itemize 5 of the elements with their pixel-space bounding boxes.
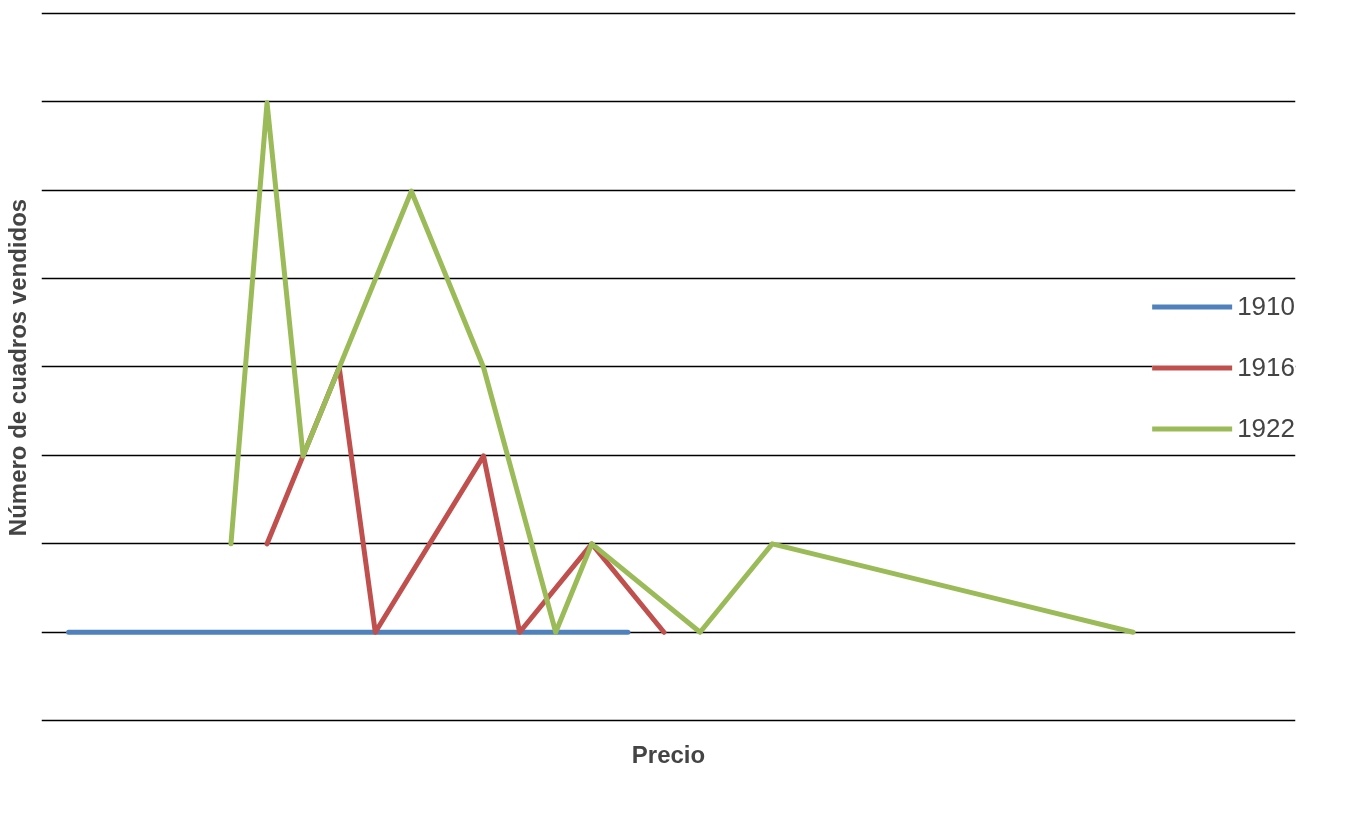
legend-label: 1922 xyxy=(1237,412,1295,444)
legend-label: 1916 xyxy=(1237,351,1295,383)
y-axis-title: Número de cuadros vendidos xyxy=(3,198,31,537)
legend-label: 1910 xyxy=(1237,290,1295,322)
x-axis-title: Precio xyxy=(631,740,706,768)
